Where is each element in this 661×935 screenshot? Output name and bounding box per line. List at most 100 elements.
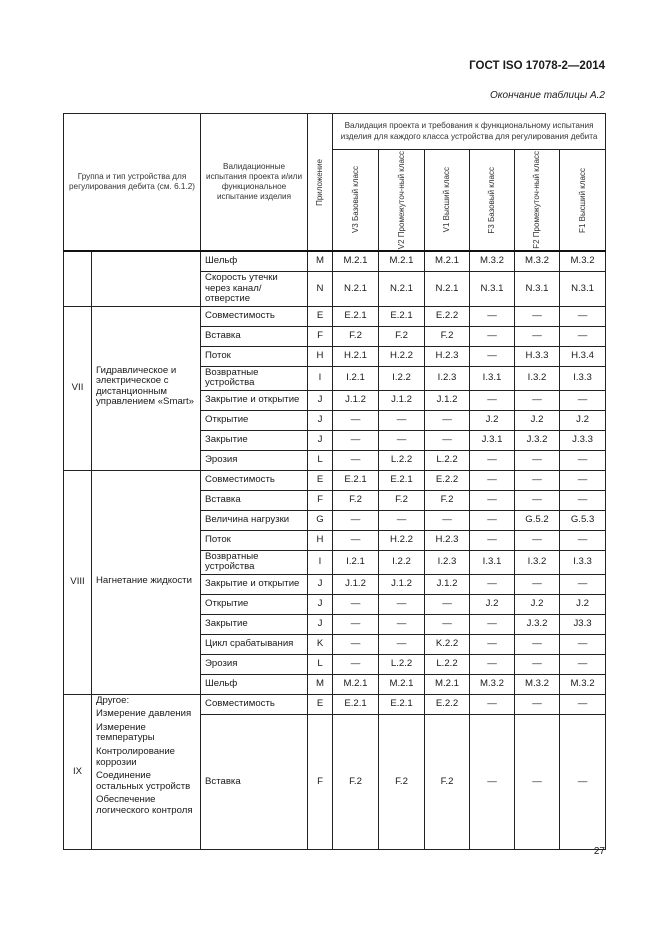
class-value: E.2.1 [332,305,380,327]
class-value: — [559,633,607,655]
class-value: F.2 [378,713,426,850]
annex-letter: J [307,409,334,431]
class-value: F.2 [378,325,426,347]
group-number: VIII [63,469,92,695]
class-value: — [469,469,516,491]
test-name: Закрытие [200,613,309,635]
class-value: J.1.2 [332,573,380,595]
class-value: — [559,449,607,471]
group-name-line: Нагнетание жидкости [96,574,192,586]
class-value: J.1.2 [332,389,380,411]
annex-letter: E [307,469,334,491]
class-value: H.2.3 [424,345,471,367]
table-row: Закрытие и открытие J J.1.2 J.1.2 J.1.2— — — [64,389,607,411]
class-value: — [559,325,607,347]
annex-letter: J [307,429,334,451]
class-value: H.2.2 [378,345,426,367]
class-value: — [514,325,561,347]
class-value: — [469,489,516,511]
table-row: Поток H H.2.1 H.2.2 H.2.3— H.3.3 H.3.4 [64,345,607,367]
annex-letter: I [307,549,334,575]
annex-letter: J [307,593,334,615]
test-name: Закрытие [200,429,309,451]
class-value: J.2 [514,409,561,431]
class-value: — [378,633,426,655]
table-row: Вставка F F.2 F.2 F.2— — — [64,713,607,850]
class-value: — [469,345,516,367]
class-value: M.3.2 [514,250,561,272]
class-value: M.3.2 [559,250,607,272]
table-row: VIII Нагнетание жидкости Совместимость E E.2… [63,469,607,695]
header-class: F3 Базовый класс [469,149,516,252]
class-value: J.1.2 [424,573,471,595]
table-row: Поток H — H.2.2 H.2.3— — — [64,529,607,551]
class-value: I.3.3 [559,549,607,575]
class-value: M.2.1 [424,250,471,272]
class-value: H.3.4 [559,345,607,367]
annex-letter: H [307,345,334,367]
class-value: F.2 [378,489,426,511]
class-value: M.2.1 [378,250,426,272]
class-value: J.1.2 [378,573,426,595]
class-value: K.2.2 [424,633,471,655]
class-value: — [559,653,607,675]
class-value: — [469,713,516,850]
class-value: M.2.1 [424,673,471,695]
class-value: — [469,325,516,347]
class-value: — [469,529,516,551]
class-value: E.2.1 [332,693,380,715]
class-value: I.3.3 [559,365,607,391]
class-value: — [332,529,380,551]
group-name-line: Контролирование коррозии [96,746,176,768]
class-value: M.2.1 [332,250,380,272]
class-value: J.3.2 [514,429,561,451]
page-number: 27 [593,846,605,857]
group-name-line: Другое: [96,694,130,706]
class-value: E.2.1 [378,469,426,491]
test-name: Шельф [200,250,309,272]
group-name-line: Соединение остальных устройств [96,770,191,792]
group-name: Нагнетание жидкости [90,469,202,695]
class-value: — [469,693,516,715]
test-name: Поток [200,529,309,551]
table-row: Открытие J — — — J.2 J.2 J.2 [64,409,607,431]
document-code: ГОСТ ISO 17078-2—2014 [469,60,605,72]
class-value: — [469,305,516,327]
table-row: Возвратные устройства I I.2.1 I.2.2 I.2.3 I.3… [64,549,607,575]
header-class: V2 Промежуточ-ный класс [378,149,426,252]
class-value: I.3.2 [514,549,561,575]
class-value: E.2.2 [424,469,471,491]
annex-letter: E [307,693,334,715]
group-name [90,250,202,307]
class-value: N.3.1 [514,271,561,307]
class-value: H.2.3 [424,529,471,551]
class-value: I.2.3 [424,549,471,575]
group-name-line: Гидравлическое и электрическое с дистанц… [96,364,194,408]
class-value: — [559,469,607,491]
table-row: Цикл срабатывания K — — K.2.2— — — [64,633,607,655]
class-value: — [559,693,607,715]
class-value: L.2.2 [378,653,426,675]
header-class: V3 Базовый класс [332,149,380,252]
class-value: I.3.2 [514,365,561,391]
test-name: Закрытие и открытие [200,389,309,411]
annex-letter: M [307,673,334,695]
class-value: — [514,693,561,715]
test-name: Возвратные устройства [200,549,309,575]
test-name: Шельф [200,673,309,695]
header-test: Валидационные испытания проекта и/или фу… [200,113,309,252]
annex-letter: J [307,389,334,411]
class-value: — [469,653,516,675]
group-name-line: Измерение давления [96,708,192,720]
class-value: — [514,489,561,511]
table-row: Шельф M M.2.1 M.2.1 M.2.1 M.3.2 M.3.2 M.3.2 [64,673,607,695]
class-value: — [514,389,561,411]
table-row: Возвратные устройства I I.2.1 I.2.2 I.2.3 I.3… [64,365,607,391]
class-value: M.3.2 [559,673,607,695]
class-value: — [514,653,561,675]
class-value: J.3.3 [559,429,607,451]
class-value: — [378,613,426,635]
test-name: Возвратные устройства [200,365,309,391]
annex-letter: L [307,449,334,471]
class-value: — [469,573,516,595]
